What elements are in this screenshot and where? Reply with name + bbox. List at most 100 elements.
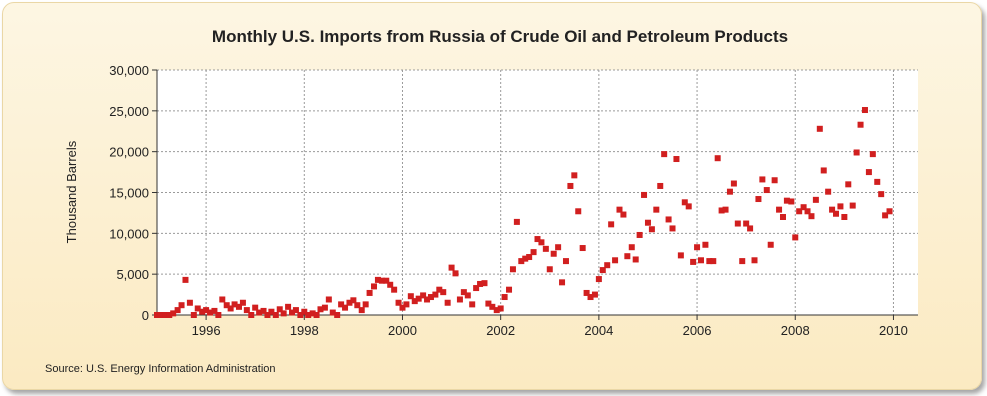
data-point [182, 276, 189, 283]
data-point [469, 301, 476, 308]
data-point [395, 299, 402, 306]
data-point [513, 218, 520, 225]
data-point [460, 289, 467, 296]
y-axis-label: Thousand Barrels [64, 140, 79, 243]
data-point [726, 188, 733, 195]
data-point [215, 312, 222, 318]
data-point [869, 151, 876, 158]
data-point [550, 250, 557, 257]
data-point [763, 187, 770, 194]
data-point [157, 312, 164, 318]
data-point [849, 202, 856, 209]
data-point [718, 207, 725, 214]
data-point [694, 244, 701, 251]
data-point [820, 167, 827, 174]
data-point [567, 182, 574, 189]
data-point [207, 309, 214, 316]
data-point [473, 285, 480, 292]
data-point [555, 244, 562, 251]
y-tick-label: 10,000 [109, 226, 149, 241]
data-point [841, 214, 848, 220]
data-point [767, 241, 774, 248]
data-point [223, 302, 230, 309]
data-point [346, 299, 353, 306]
data-point [882, 212, 889, 219]
x-tick-label: 2008 [781, 323, 810, 338]
data-point [739, 258, 746, 265]
data-point [334, 312, 341, 318]
data-point [751, 257, 758, 264]
data-point [387, 281, 394, 288]
data-point [383, 277, 390, 284]
data-point [808, 213, 815, 220]
data-point [350, 297, 357, 304]
data-point [235, 303, 242, 310]
data-point [661, 151, 668, 158]
data-point [714, 155, 721, 162]
data-point [268, 308, 275, 315]
data-point [636, 231, 643, 238]
data-point [874, 178, 881, 185]
data-point [812, 196, 819, 203]
data-point [800, 204, 807, 211]
data-point [648, 226, 655, 233]
data-point [702, 241, 709, 248]
data-point [788, 198, 795, 205]
data-point [706, 258, 713, 265]
data-point [154, 312, 160, 318]
data-point [747, 225, 754, 232]
data-point [599, 267, 606, 274]
data-point [411, 298, 418, 305]
grid [157, 69, 918, 315]
data-point [231, 301, 238, 308]
data-point [485, 300, 492, 307]
data-point [448, 264, 455, 271]
data-point [493, 307, 500, 314]
data-point [338, 301, 345, 308]
data-point [260, 307, 267, 314]
data-point [857, 121, 864, 128]
data-point [587, 294, 594, 301]
data-point [162, 312, 169, 318]
data-point [886, 208, 893, 215]
x-axis-ticks: 1996 1998 2000 2002 2004 2006 2008 2010 [192, 323, 908, 338]
data-point [317, 306, 324, 313]
data-point [530, 249, 537, 256]
data-point [591, 291, 598, 298]
data-point [522, 255, 529, 262]
data-point [575, 208, 582, 215]
data-point [665, 216, 672, 223]
data-point [297, 312, 304, 318]
data-point [644, 219, 651, 226]
data-point [816, 125, 823, 132]
data-point [534, 236, 541, 243]
data-point [256, 309, 263, 316]
y-tick-label: 20,000 [109, 145, 149, 160]
data-point [371, 283, 378, 290]
x-tick-label: 2006 [683, 323, 712, 338]
data-point [378, 277, 385, 284]
data-point [722, 206, 729, 213]
data-point [685, 203, 692, 210]
data-point [440, 289, 447, 296]
data-point [579, 245, 586, 252]
x-tick-label: 2010 [879, 323, 908, 338]
data-point [166, 312, 173, 318]
data-point [305, 312, 312, 318]
data-point [616, 206, 623, 213]
y-tick-label: 5,000 [116, 267, 149, 282]
data-point [248, 312, 255, 318]
data-points [154, 107, 893, 318]
data-point [424, 296, 431, 303]
data-point [292, 307, 299, 314]
data-point [865, 169, 872, 176]
data-point [779, 214, 786, 220]
data-point [595, 276, 602, 283]
data-point [518, 258, 525, 265]
data-point [186, 299, 193, 306]
data-point [697, 257, 704, 264]
data-point [612, 257, 619, 264]
data-point [730, 180, 737, 187]
data-point [329, 309, 336, 316]
chart-title: Monthly U.S. Imports from Russia of Crud… [212, 27, 788, 46]
